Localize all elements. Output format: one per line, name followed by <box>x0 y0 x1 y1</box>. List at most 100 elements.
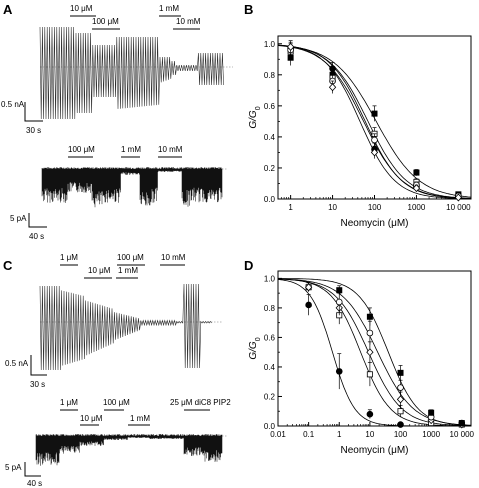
chart-d-ytick-label: 0.6 <box>264 333 276 342</box>
chart-b-point-open-circle <box>371 136 378 144</box>
chart-b-fit-curve <box>277 45 471 199</box>
a-top-label-100uM: 100 μM <box>92 17 119 26</box>
a-bot-scale-x: 40 s <box>29 232 44 241</box>
chart-b-point-open-diamond <box>370 148 379 157</box>
chart-b-ytick-label: 0.0 <box>264 195 276 204</box>
c-top-label-10mM: 10 mM <box>161 253 186 262</box>
a-top-label-10mM: 10 mM <box>176 17 201 26</box>
a-bot-label-1mM: 1 mM <box>121 145 141 154</box>
chart-d: 0.0 0.2 0.4 0.6 0.8 1.0 0.01 0.1 1 10 100 1000 10 00… <box>248 270 475 456</box>
chart-d-xtick-label: 1 <box>337 430 342 439</box>
a-top-label-1mM: 1 mM <box>159 4 179 13</box>
chart-d-ytick-label: 0.8 <box>264 304 276 313</box>
chart-d-point-open-diamond <box>396 395 405 404</box>
chart-b-xtick-label: 1 <box>288 203 293 212</box>
chart-d-fit-curve <box>277 278 471 427</box>
chart-d-xtick-label: 0.1 <box>303 430 315 439</box>
chart-b-point-open-diamond <box>286 42 295 51</box>
panel-label-b: B <box>244 2 253 17</box>
chart-d-fit-curve <box>278 278 472 426</box>
chart-d-xtick-label: 10 <box>365 430 374 439</box>
a-bot-label-10mM: 10 mM <box>158 145 183 154</box>
a-top-drug-bars: 10 μM 100 μM 1 mM 10 mM <box>70 4 201 30</box>
chart-d-point-open-circle <box>335 298 343 306</box>
c-top-label-10uM: 10 μM <box>88 266 111 275</box>
chart-b-fit-curve <box>277 44 472 199</box>
chart-d-plot-frame <box>277 270 472 427</box>
chart-d-point-open-diamond <box>366 348 374 357</box>
c-bot-label-10uM: 10 μM <box>80 414 103 423</box>
chart-d-point-filled-square <box>458 420 465 427</box>
panel-label-d: D <box>244 258 253 273</box>
chart-b-point-open-diamond <box>328 83 337 92</box>
trace-c-whole-cell <box>39 283 222 371</box>
chart-b-point-filled-square <box>371 110 378 117</box>
chart-b-xtick-label: 10 000 <box>446 203 471 212</box>
c-bot-scale-x: 40 s <box>27 479 42 488</box>
chart-b-xtick-label: 10 <box>328 203 337 212</box>
chart-b-ytick-label: 0.6 <box>264 102 276 111</box>
chart-b-xlabel: Neomycin (μM) <box>341 218 409 229</box>
a-top-scale-y: 0.5 nA <box>1 100 25 109</box>
trace-a-single-channel <box>41 167 227 208</box>
chart-b: 0.0 0.2 0.4 0.6 0.8 1.0 1 10 100 1000 10 000 Neomyc… <box>248 35 472 229</box>
c-top-scale-x: 30 s <box>30 380 45 389</box>
chart-b-ytick-label: 0.4 <box>264 133 276 142</box>
chart-b-point-open-diamond <box>454 193 463 202</box>
panel-label-a: A <box>3 2 13 17</box>
a-bot-drug-bars: 100 μM 1 mM 10 mM <box>68 145 183 158</box>
c-top-scale-bar: 0.5 nA 30 s <box>5 355 47 389</box>
chart-b-fit-curve <box>277 44 471 199</box>
chart-d-point-filled-circle <box>397 421 404 428</box>
chart-d-point-open-circle <box>397 384 404 391</box>
c-bot-label-1mM: 1 mM <box>130 414 150 423</box>
chart-b-ytick-label: 0.8 <box>264 71 276 80</box>
chart-d-point-filled-square <box>336 287 343 294</box>
c-bot-scale-y: 5 pA <box>5 463 22 472</box>
chart-d-ylabel: G/G0 <box>248 337 262 359</box>
chart-d-xtick-label: 10 000 <box>450 430 475 439</box>
trace-a-whole-cell <box>39 26 233 120</box>
chart-b-xtick-label: 100 <box>368 203 382 212</box>
c-bot-label-dic8-pip2: 25 μM diC8 PIP2 <box>170 398 231 407</box>
chart-b-ytick-label: 0.2 <box>264 164 276 173</box>
a-top-label-10uM: 10 μM <box>70 4 93 13</box>
chart-d-point-open-circle <box>366 329 374 337</box>
a-bot-label-100uM: 100 μM <box>68 145 95 154</box>
chart-b-xtick-label: 1000 <box>408 203 426 212</box>
c-top-drug-bars: 1 μM 10 μM 100 μM 1 mM 10 mM <box>60 253 186 279</box>
chart-d-ytick-label: 0.2 <box>264 392 276 401</box>
a-bot-scale-bar: 5 pA 40 s <box>10 213 47 241</box>
chart-b-ylabel: G/G0 <box>248 106 262 128</box>
c-top-scale-y: 0.5 nA <box>5 359 29 368</box>
chart-d-ytick-label: 1.0 <box>264 274 276 283</box>
c-top-label-1uM: 1 μM <box>60 253 78 262</box>
chart-d-point-filled-circle <box>305 301 312 309</box>
chart-d-point-filled-square <box>366 313 373 320</box>
chart-d-point-filled-circle <box>335 368 343 375</box>
chart-d-fit-curve <box>277 278 471 427</box>
chart-d-xtick-label: 100 <box>394 430 408 439</box>
chart-d-xtick-label: 0.01 <box>270 430 286 439</box>
c-bot-scale-bar: 5 pA 40 s <box>5 462 42 488</box>
c-bot-drug-bars: 1 μM 10 μM 100 μM 1 mM 25 μM diC8 PIP2 <box>60 398 231 426</box>
panel-label-c: C <box>3 258 13 273</box>
chart-b-point-filled-circle <box>329 65 336 72</box>
chart-d-point-filled-square <box>428 409 435 416</box>
chart-d-point-open-square <box>397 408 404 415</box>
c-top-label-1mM: 1 mM <box>118 266 138 275</box>
chart-b-fit-curve <box>277 44 471 200</box>
chart-b-point-open-diamond <box>412 184 421 193</box>
c-top-label-100uM: 100 μM <box>117 253 144 262</box>
chart-d-point-filled-circle <box>366 410 374 418</box>
chart-d-point-filled-square <box>397 369 404 376</box>
c-bot-label-1uM: 1 μM <box>60 398 78 407</box>
chart-b-ytick-label: 1.0 <box>264 40 276 49</box>
a-top-scale-bar: 0.5 nA 30 s <box>1 100 43 135</box>
chart-d-point-open-diamond <box>304 283 313 292</box>
chart-d-ytick-label: 0.0 <box>264 422 276 431</box>
chart-d-xlabel: Neomycin (μM) <box>341 445 409 456</box>
chart-d-point-open-square <box>366 371 373 378</box>
trace-c-single-channel <box>35 434 227 466</box>
